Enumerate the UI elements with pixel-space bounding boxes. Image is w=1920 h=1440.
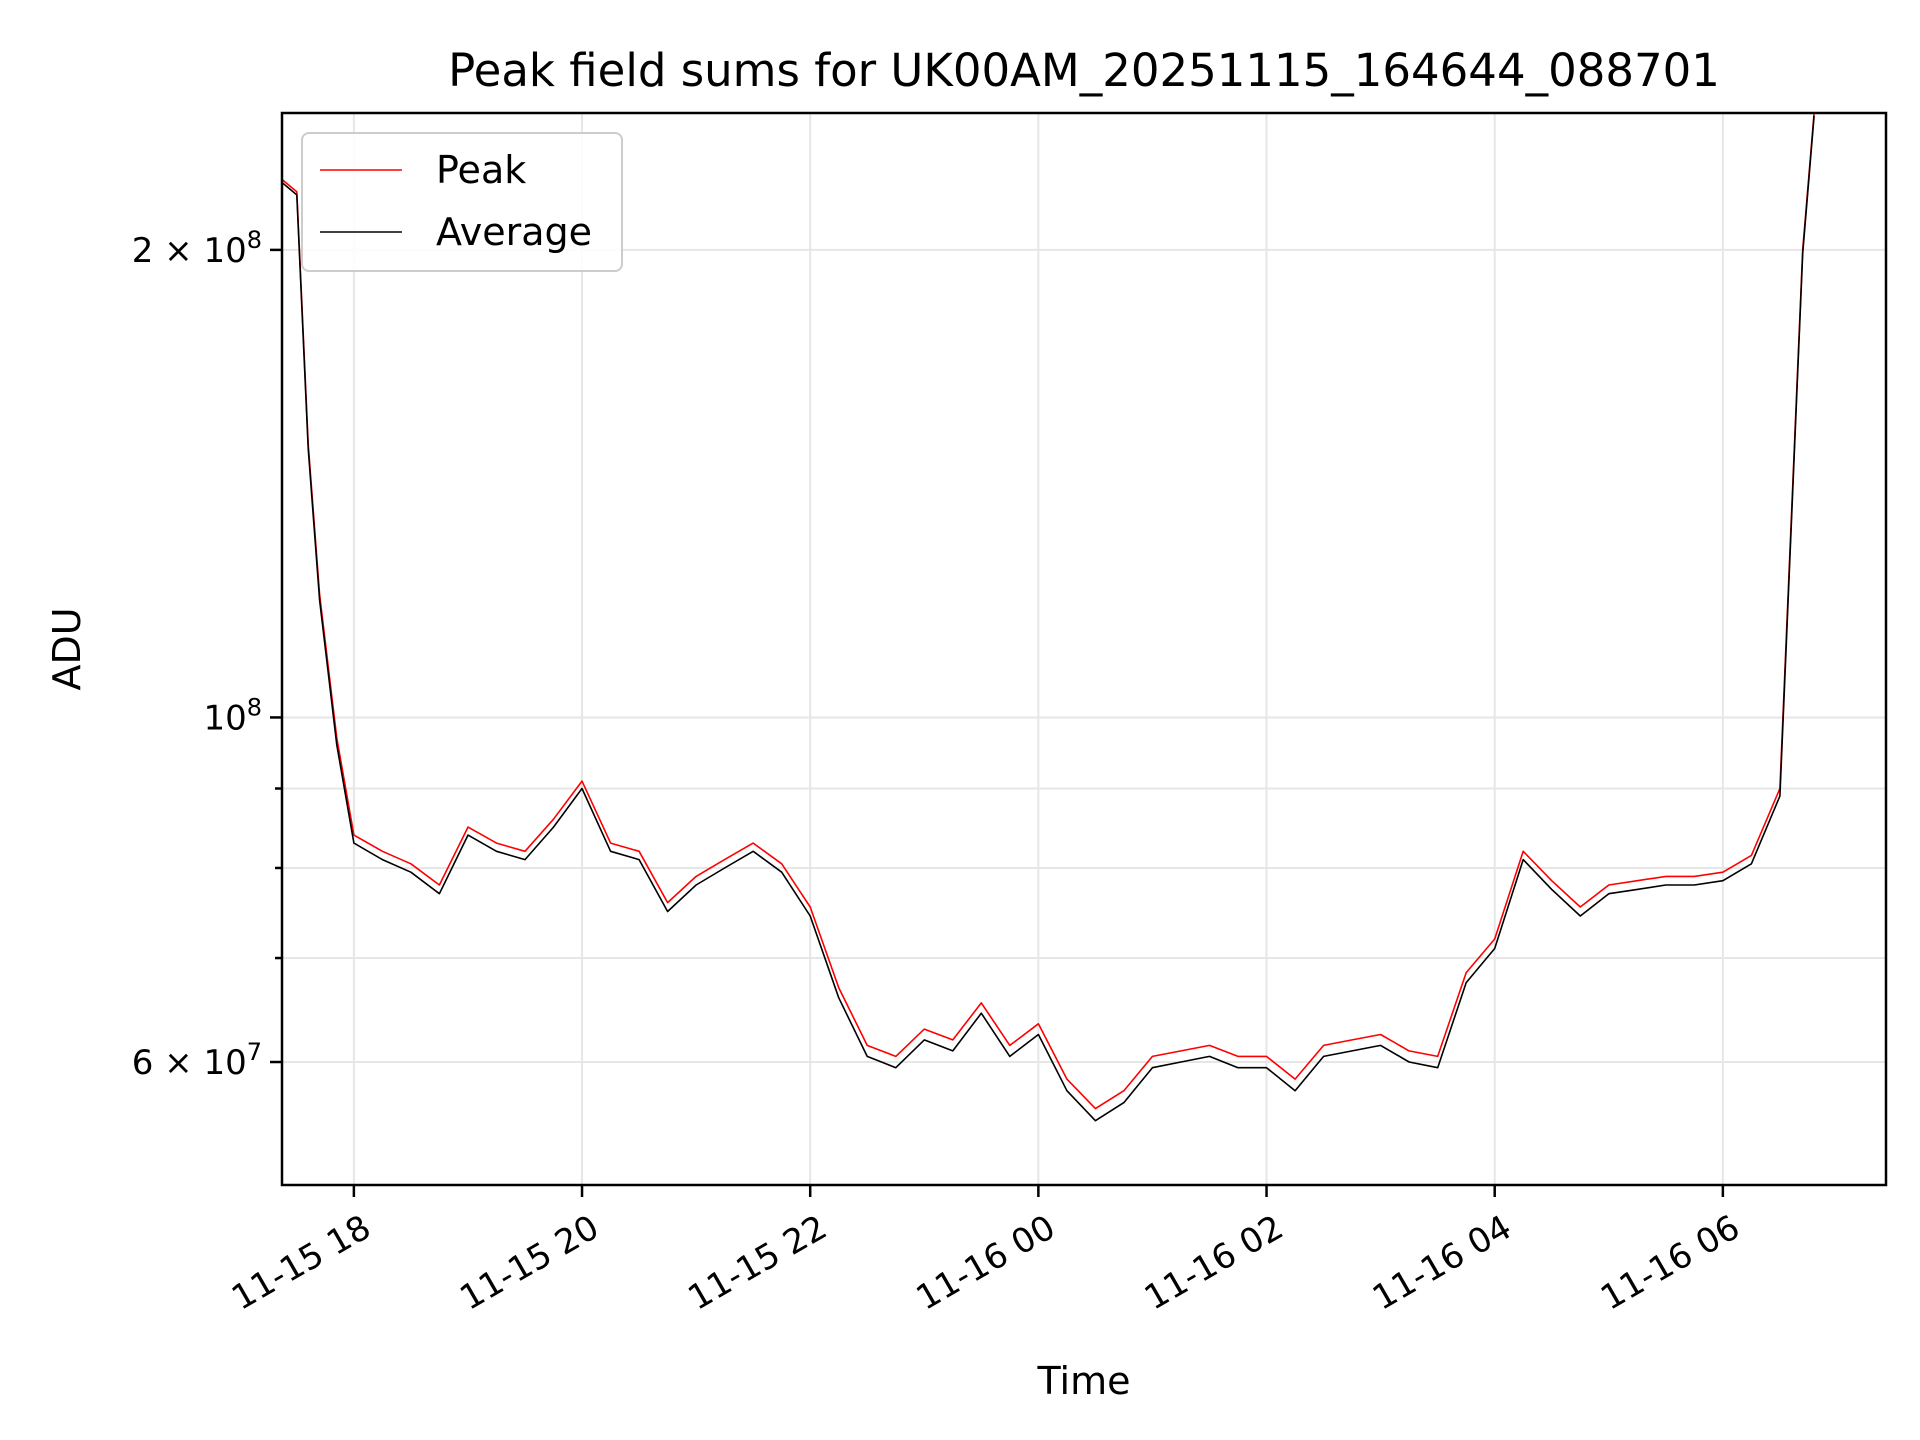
- y-tick-exponent: 8: [247, 226, 262, 254]
- series-layer: [281, 112, 1815, 1122]
- y-tick-mantissa: 6 × 10: [132, 1043, 247, 1083]
- y-axis-label: ADU: [45, 607, 89, 690]
- x-tick-label: 11-15 18: [225, 1207, 377, 1318]
- tick-layer: 11-15 18 11-15 20 11-15 22 11-16 00 11-16 02…: [132, 226, 1747, 1319]
- series-line-peak: [281, 112, 1815, 1110]
- plot-frame: [280, 111, 1888, 1187]
- grid-layer: [282, 113, 1886, 1185]
- x-tick-label: 11-15 20: [453, 1207, 605, 1318]
- y-tick-mantissa: 2 × 10: [132, 231, 247, 271]
- x-tick-label: 11-16 00: [910, 1207, 1062, 1318]
- y-tick-exponent: 8: [247, 693, 262, 721]
- y-tick-label: 6 × 107: [132, 1038, 262, 1083]
- y-tick-exponent: 7: [247, 1038, 262, 1066]
- x-tick-label: 11-15 22: [682, 1207, 834, 1318]
- y-tick-label: 108: [203, 693, 262, 738]
- legend-label-peak: Peak: [436, 148, 526, 192]
- x-tick-label: 11-16 02: [1138, 1207, 1290, 1318]
- y-tick-label: 2 × 108: [132, 226, 262, 271]
- legend: Peak Average: [301, 132, 623, 272]
- x-tick-label: 11-16 06: [1594, 1207, 1746, 1318]
- y-tick-mantissa: 10: [203, 698, 246, 738]
- chart-title: Peak field sums for UK00AM_20251115_1646…: [448, 44, 1720, 97]
- legend-label-average: Average: [436, 210, 592, 254]
- series-line-average: [281, 115, 1815, 1122]
- x-axis-label: Time: [1037, 1359, 1131, 1403]
- x-tick-label: 11-16 04: [1366, 1207, 1518, 1318]
- legend-box: [301, 132, 623, 272]
